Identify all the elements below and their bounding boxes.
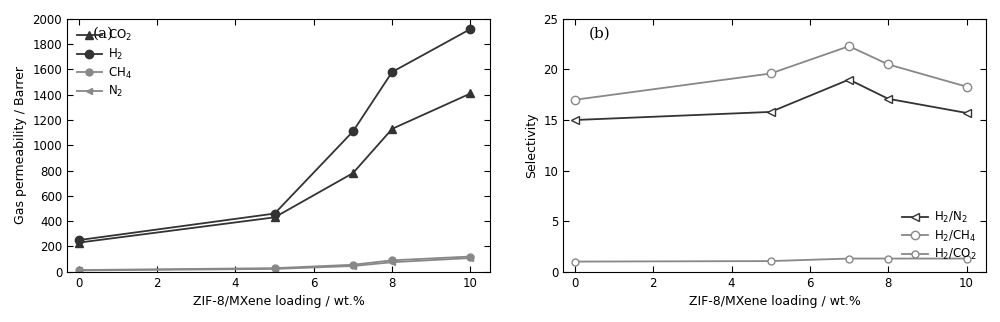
H$_2$/CO$_2$ bbox=[569, 260, 581, 263]
CO$_2$ bbox=[386, 127, 398, 131]
N$_2$ bbox=[269, 267, 281, 271]
CH$_4$ bbox=[269, 266, 281, 270]
Line: N$_2$: N$_2$ bbox=[75, 255, 474, 274]
H$_2$/CH$_4$ bbox=[569, 98, 581, 102]
Text: (b): (b) bbox=[588, 26, 610, 41]
H$_2$/N$_2$ bbox=[843, 78, 855, 81]
N$_2$ bbox=[347, 264, 359, 268]
H$_2$/CO$_2$ bbox=[961, 257, 973, 260]
Line: H$_2$: H$_2$ bbox=[75, 25, 475, 244]
H$_2$/N$_2$ bbox=[882, 97, 894, 101]
H$_2$/CO$_2$ bbox=[882, 257, 894, 260]
Line: H$_2$/CH$_4$: H$_2$/CH$_4$ bbox=[571, 42, 971, 104]
CH$_4$ bbox=[347, 263, 359, 267]
Legend: CO$_2$, H$_2$, CH$_4$, N$_2$: CO$_2$, H$_2$, CH$_4$, N$_2$ bbox=[73, 25, 136, 103]
CH$_4$ bbox=[386, 258, 398, 262]
CH$_4$ bbox=[73, 268, 85, 272]
CH$_4$ bbox=[464, 255, 476, 259]
H$_2$/CO$_2$ bbox=[765, 259, 777, 263]
H$_2$/CH$_4$ bbox=[843, 44, 855, 48]
Y-axis label: Gas permeability / Barrer: Gas permeability / Barrer bbox=[14, 66, 27, 224]
Line: H$_2$/N$_2$: H$_2$/N$_2$ bbox=[571, 75, 971, 124]
H$_2$/N$_2$ bbox=[961, 111, 973, 115]
CO$_2$ bbox=[73, 241, 85, 244]
H$_2$/CH$_4$ bbox=[882, 62, 894, 66]
H$_2$ bbox=[386, 70, 398, 74]
CO$_2$ bbox=[464, 91, 476, 95]
Y-axis label: Selectivity: Selectivity bbox=[525, 113, 538, 178]
H$_2$/CH$_4$ bbox=[961, 85, 973, 89]
H$_2$ bbox=[464, 27, 476, 31]
H$_2$/N$_2$ bbox=[765, 110, 777, 114]
H$_2$/N$_2$ bbox=[569, 118, 581, 122]
Line: H$_2$/CO$_2$: H$_2$/CO$_2$ bbox=[571, 255, 970, 265]
CO$_2$ bbox=[347, 171, 359, 175]
Legend: H$_2$/N$_2$, H$_2$/CH$_4$, H$_2$/CO$_2$: H$_2$/N$_2$, H$_2$/CH$_4$, H$_2$/CO$_2$ bbox=[899, 206, 980, 266]
H$_2$/CH$_4$ bbox=[765, 71, 777, 75]
H$_2$ bbox=[269, 212, 281, 215]
N$_2$ bbox=[386, 260, 398, 264]
H$_2$ bbox=[347, 129, 359, 133]
H$_2$ bbox=[73, 238, 85, 242]
Text: (a): (a) bbox=[92, 26, 113, 41]
Line: CO$_2$: CO$_2$ bbox=[75, 89, 475, 247]
N$_2$ bbox=[73, 269, 85, 272]
H$_2$/CO$_2$ bbox=[843, 257, 855, 260]
X-axis label: ZIF-8/MXene loading / wt.%: ZIF-8/MXene loading / wt.% bbox=[689, 295, 861, 308]
Line: CH$_4$: CH$_4$ bbox=[75, 253, 474, 273]
N$_2$ bbox=[464, 256, 476, 260]
X-axis label: ZIF-8/MXene loading / wt.%: ZIF-8/MXene loading / wt.% bbox=[193, 295, 365, 308]
CO$_2$ bbox=[269, 215, 281, 219]
